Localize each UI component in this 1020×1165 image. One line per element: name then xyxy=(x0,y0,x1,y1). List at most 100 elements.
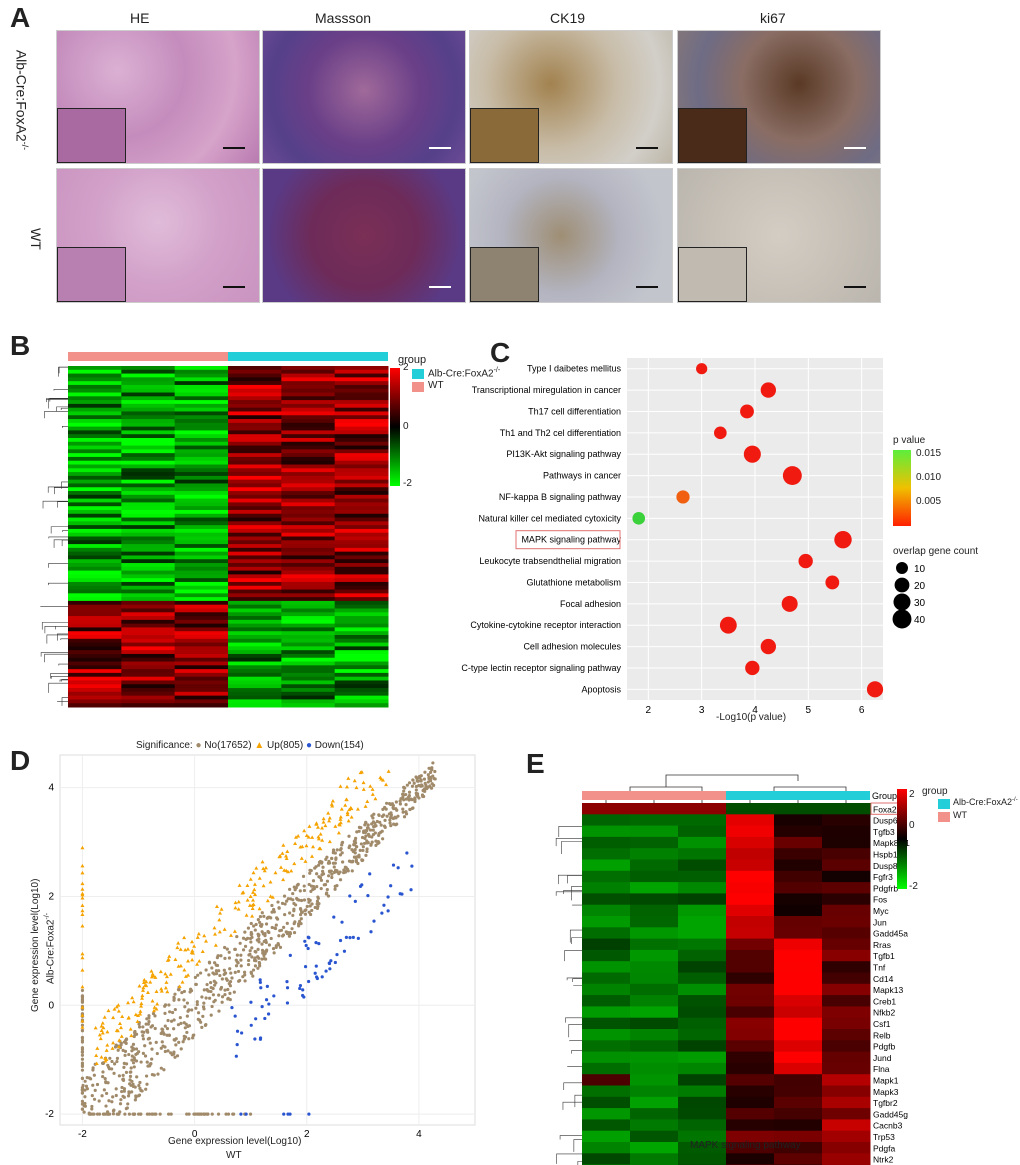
point-no xyxy=(167,1112,171,1116)
heat-cell xyxy=(68,650,122,655)
point-no xyxy=(177,1040,181,1045)
point-no xyxy=(165,1026,170,1031)
point-no xyxy=(369,842,373,846)
point-no xyxy=(385,801,389,805)
point-no xyxy=(389,824,393,828)
heat-cell xyxy=(121,680,176,685)
point-no xyxy=(114,1087,118,1091)
point-no xyxy=(145,1028,149,1033)
point-no xyxy=(115,1056,120,1060)
heat-cell xyxy=(630,916,679,928)
heat-cell xyxy=(678,916,727,928)
point-no xyxy=(80,1050,85,1054)
point-no xyxy=(357,829,361,833)
legend-e-title: group xyxy=(922,786,948,797)
point-no xyxy=(292,901,296,906)
point-no xyxy=(378,820,382,824)
heat-cell xyxy=(68,449,122,454)
heat-cell xyxy=(822,949,871,962)
point-up xyxy=(337,822,342,826)
heat-cell xyxy=(281,502,336,507)
heat-cell xyxy=(334,494,389,500)
point-no xyxy=(207,961,212,965)
heat-cell xyxy=(121,532,176,537)
gene-label: Fos xyxy=(873,895,887,905)
point-no xyxy=(80,1064,85,1068)
heat-cell xyxy=(228,623,282,628)
point-no xyxy=(104,1104,108,1108)
heat-cell xyxy=(174,604,229,609)
point-up xyxy=(186,959,191,963)
point-no xyxy=(213,998,217,1002)
heat-cell xyxy=(281,373,336,378)
point-down xyxy=(239,1112,243,1116)
x-tick-label: 5 xyxy=(806,705,812,716)
point-no xyxy=(283,902,287,906)
point-no xyxy=(429,786,434,790)
heat-cell xyxy=(334,472,389,477)
heat-cell xyxy=(228,619,282,625)
point-up xyxy=(138,1012,143,1016)
colorbar-b-mid: 0 xyxy=(403,421,409,432)
point-up xyxy=(116,1003,121,1007)
heat-cell xyxy=(174,456,229,462)
point-no xyxy=(241,948,246,952)
point-down xyxy=(360,883,364,887)
heat-cell xyxy=(228,445,282,450)
heat-cell xyxy=(281,688,336,693)
heat-cell xyxy=(334,646,389,651)
heat-cell xyxy=(774,893,823,906)
point-no xyxy=(80,1040,85,1044)
point-no xyxy=(273,926,278,931)
heat-cell xyxy=(121,672,176,678)
heat-cell xyxy=(726,1017,775,1030)
point-up xyxy=(195,962,200,966)
heat-cell xyxy=(630,1006,679,1019)
point-up xyxy=(245,883,250,888)
point-no xyxy=(110,1059,114,1064)
point-no xyxy=(137,1083,141,1088)
point-up xyxy=(80,968,85,972)
heat-cell xyxy=(174,695,229,700)
heat-cell xyxy=(281,676,336,681)
heat-cell xyxy=(228,688,282,693)
heat-cell xyxy=(68,411,122,416)
point-up xyxy=(167,954,172,958)
point-up xyxy=(257,876,262,880)
point-no xyxy=(102,1088,106,1092)
point-down xyxy=(265,984,269,989)
point-up xyxy=(293,835,298,839)
point-no xyxy=(211,986,215,991)
heat-cell xyxy=(630,1130,679,1143)
point-up xyxy=(292,861,297,866)
point-no xyxy=(220,995,225,999)
point-no xyxy=(365,847,369,851)
point-up xyxy=(251,902,256,907)
x-tick-label: 2 xyxy=(304,1129,310,1140)
heat-cell xyxy=(726,836,775,849)
heat-cell xyxy=(334,392,389,397)
point-no xyxy=(143,1054,148,1058)
point-no xyxy=(257,933,261,937)
group-bar-ko xyxy=(228,352,388,361)
point-up xyxy=(333,824,338,828)
point-no xyxy=(192,1112,196,1116)
heat-cell xyxy=(281,437,336,443)
point-up xyxy=(105,1043,110,1047)
point-no xyxy=(180,990,184,995)
heat-cell xyxy=(334,604,389,609)
heat-cell xyxy=(334,521,389,526)
heat-cell xyxy=(281,650,336,655)
point-no xyxy=(209,989,213,994)
x-tick-label: 0 xyxy=(192,1129,198,1140)
heat-cell xyxy=(630,927,679,940)
point-no xyxy=(371,828,375,832)
point-no xyxy=(309,889,313,893)
heat-cell xyxy=(582,949,631,962)
heat-cell xyxy=(774,1130,823,1143)
point-down xyxy=(233,1014,237,1018)
heat-cell xyxy=(678,1108,727,1120)
point-up xyxy=(168,972,173,976)
heat-cell xyxy=(68,703,122,708)
heat-cell xyxy=(630,1142,679,1154)
